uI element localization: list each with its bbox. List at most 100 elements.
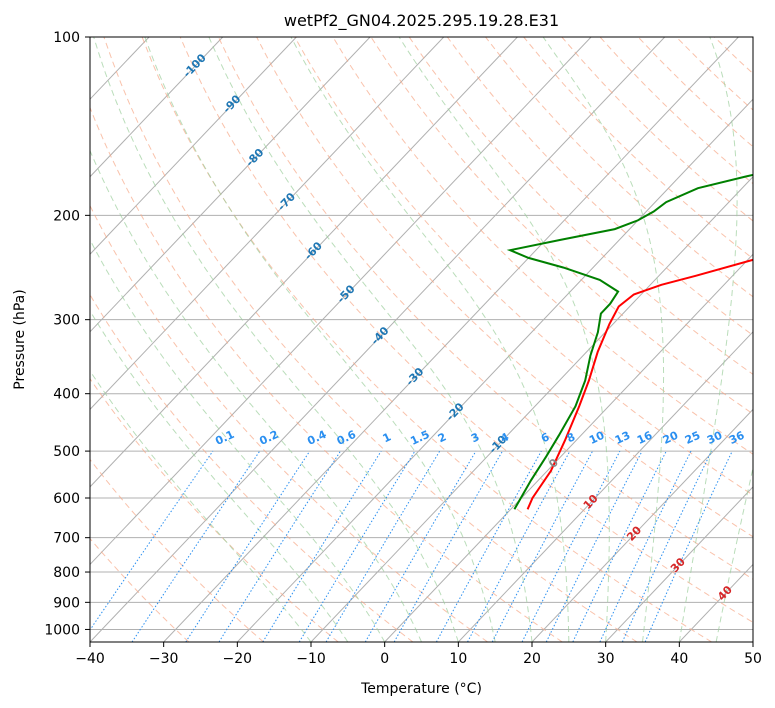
dry-adiabat	[90, 106, 563, 642]
dewpoint-profile-line	[506, 173, 753, 510]
x-tick-label: −40	[75, 651, 105, 667]
plot-frame	[89, 36, 754, 643]
isotherm-line	[163, 37, 739, 642]
mixing-ratio-line	[521, 450, 621, 642]
x-axis-label: Temperature (°C)	[360, 681, 482, 697]
isotherm-line	[90, 37, 518, 488]
isotherm-line	[90, 37, 297, 256]
mixing-ratio-label: 8	[565, 430, 577, 445]
mixing-ratio-label: 30	[705, 429, 725, 447]
background-lines	[90, 37, 753, 642]
isotherm-line	[384, 253, 753, 642]
chart-title: wetPf2_GN04.2025.295.19.28.E31	[284, 11, 559, 31]
x-tick-label: 10	[449, 651, 467, 667]
y-tick-label: 400	[53, 387, 80, 403]
mixing-ratio-line	[262, 450, 382, 642]
moist-adiabat	[678, 37, 738, 642]
mixing-ratio-line	[90, 450, 214, 631]
mixing-ratio-label: 10	[587, 429, 607, 447]
profile-lines	[506, 173, 753, 510]
isotherm-line	[752, 641, 753, 642]
y-tick-label: 800	[53, 565, 80, 581]
dry-adiabat	[446, 37, 753, 336]
dry-adiabat	[90, 204, 488, 642]
mixing-ratio-line	[325, 450, 441, 642]
x-tick-label: 0	[380, 651, 389, 667]
dry-adiabat	[599, 37, 753, 185]
x-tick-label: 40	[670, 651, 688, 667]
dry-adiabat	[752, 37, 753, 39]
dry-adiabat	[485, 37, 753, 298]
moist-adiabat	[90, 309, 349, 642]
mixing-ratio-line	[491, 450, 594, 642]
mixing-ratio-label: 13	[613, 429, 632, 447]
dry-adiabat	[103, 37, 638, 642]
dry-adiabat	[90, 377, 339, 642]
dry-adiabat	[90, 458, 264, 642]
y-tick-label: 300	[53, 313, 80, 329]
moist-adiabat	[93, 37, 459, 642]
moist-adiabat	[90, 149, 422, 642]
mixing-ratio-line	[185, 450, 311, 642]
x-tick-label: 20	[523, 651, 541, 667]
moist-adiabat	[144, 37, 496, 642]
y-tick-label: 100	[53, 30, 80, 46]
isotherm-line	[457, 331, 753, 642]
dry-adiabat	[561, 37, 753, 222]
x-tick-label: −20	[223, 651, 253, 667]
y-tick-label: 500	[53, 444, 80, 460]
isotherm-line	[90, 37, 371, 333]
y-tick-label: 200	[53, 208, 80, 224]
mixing-ratio-line	[599, 450, 692, 642]
mixing-ratio-line	[393, 450, 503, 642]
isotherm-line	[90, 37, 445, 411]
mixing-ratio-label: 3	[469, 430, 481, 445]
moist-adiabat	[715, 465, 753, 642]
x-tick-label: −10	[296, 651, 326, 667]
mixing-ratio-line	[435, 450, 542, 642]
moist-adiabat	[90, 238, 386, 642]
x-tick-label: 30	[597, 651, 615, 667]
dry-adiabat	[370, 37, 753, 415]
isotherm-line	[90, 37, 666, 642]
dry-adiabat	[217, 37, 753, 580]
moist-adiabat	[290, 37, 570, 642]
mixing-ratio-line	[621, 450, 712, 642]
isotherm-line	[531, 408, 753, 642]
isotherm-line	[678, 563, 753, 642]
mixing-ratio-label: 20	[661, 429, 681, 447]
y-tick-label: 1000	[44, 622, 80, 638]
mixing-ratio-label: 25	[683, 429, 702, 447]
moist-adiabat	[90, 370, 312, 642]
moist-adiabat	[208, 37, 533, 642]
mixing-ratio-label: 0.4	[305, 428, 328, 448]
dry-adiabat	[90, 293, 414, 642]
y-axis-label: Pressure (hPa)	[12, 289, 28, 389]
dry-adiabat	[141, 37, 712, 642]
dry-adiabat	[179, 37, 753, 623]
mixing-ratio-label: 1	[381, 430, 393, 445]
mixing-ratio-line	[298, 450, 416, 642]
y-axis: 100 200 300 400 500 600 700 800 900 1000	[44, 30, 90, 638]
dry-adiabat	[408, 37, 753, 375]
mixing-ratio-label: 36	[727, 429, 747, 447]
mixing-ratio-line	[467, 450, 571, 642]
x-tick-label: 50	[744, 651, 762, 667]
mixing-ratio-line	[131, 450, 261, 642]
mixing-ratio-label: 1.5	[408, 428, 431, 448]
dry-adiabat	[294, 37, 753, 496]
mixing-ratio-line	[364, 450, 477, 642]
isotherm-line	[90, 37, 592, 566]
y-tick-label: 600	[53, 491, 80, 507]
dry-adiabat	[332, 37, 753, 455]
y-tick-label: 900	[53, 595, 80, 611]
y-tick-label: 700	[53, 531, 80, 547]
temperature-profile-line	[526, 258, 753, 510]
mixing-ratio-line	[545, 450, 643, 642]
dry-adiabat	[523, 37, 753, 260]
dry-adiabat	[90, 537, 190, 642]
dry-adiabat	[256, 37, 753, 538]
mixing-ratio-label: 2	[436, 430, 448, 445]
isotherm-line	[90, 37, 224, 178]
